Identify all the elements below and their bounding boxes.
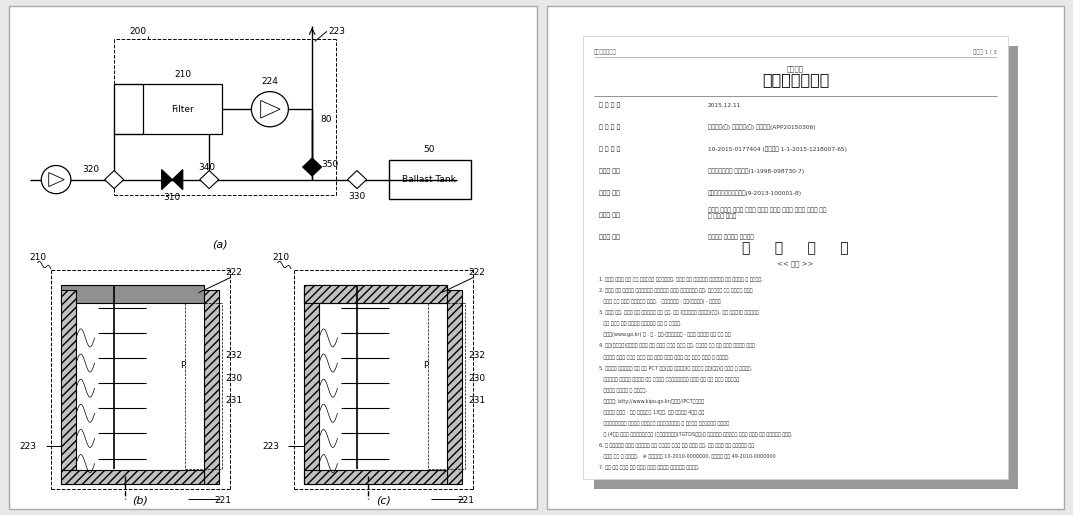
Text: 210: 210 <box>174 70 191 79</box>
Text: 수취단은: btty://www.kipo.go.kr/국무처//PCT도처도입: 수취단은: btty://www.kipo.go.kr/국무처//PCT도처도입 <box>599 399 704 404</box>
Text: 350: 350 <box>322 160 339 169</box>
Text: 수취처(www.go.kr) 등 : 특 . 특허-식식여연단도 - 각특업 사항업단 원원 처과 서식: 수취처(www.go.kr) 등 : 특 . 특허-식식여연단도 - 각특업 사… <box>599 332 731 337</box>
Text: 340: 340 <box>199 163 215 171</box>
Text: 출 원 일 자: 출 원 일 자 <box>599 102 620 108</box>
Text: 210: 210 <box>273 253 290 262</box>
Text: 대리인 성명: 대리인 성명 <box>599 191 620 196</box>
Text: 수 기 사 항: 수 기 사 항 <box>599 124 620 130</box>
Polygon shape <box>173 169 182 190</box>
Text: 222: 222 <box>225 268 241 277</box>
Text: 수국국특허중로의 출원이외 우리나라의 우선등우출원에서 시 수출국이 규정공사에서 우우선분: 수국국특허중로의 출원이외 우리나라의 우선등우출원에서 시 수출국이 규정공사… <box>599 421 729 426</box>
Text: 예스청아이디어특허법인(9-2013-100001-8): 예스청아이디어특허법인(9-2013-100001-8) <box>707 191 802 196</box>
Bar <box>305 290 319 484</box>
Text: 출원번호통지서: 출원번호통지서 <box>593 49 617 55</box>
Text: << 안내 >>: << 안내 >> <box>777 260 813 267</box>
Bar <box>61 285 204 303</box>
Bar <box>388 161 471 199</box>
Text: 200: 200 <box>130 27 147 36</box>
Bar <box>593 270 997 464</box>
Text: 출원번호통지서: 출원번호통지서 <box>762 72 829 87</box>
Bar <box>61 470 204 484</box>
Text: 330: 330 <box>349 192 366 201</box>
Polygon shape <box>105 170 123 188</box>
Bar <box>204 290 219 484</box>
Text: 50: 50 <box>424 145 435 154</box>
Text: 223: 223 <box>328 27 346 36</box>
Text: P: P <box>180 361 186 370</box>
Bar <box>61 290 76 484</box>
Text: 320: 320 <box>83 165 100 174</box>
Text: 관인생략: 관인생략 <box>787 65 804 72</box>
Text: 221: 221 <box>215 496 232 505</box>
Text: 7. 기타 실사 절차에 관한 사항은 동봉한 안내서를 참조하시기 바랍니다.: 7. 기타 실사 절차에 관한 사항은 동봉한 안내서를 참조하시기 바랍니다. <box>599 465 700 470</box>
Bar <box>305 285 446 303</box>
Polygon shape <box>162 169 173 190</box>
Text: 10-2015-0177404 (접수번호 1-1-2015-1218007-65): 10-2015-0177404 (접수번호 1-1-2015-1218007-6… <box>707 146 847 152</box>
Text: 출원인 명칭: 출원인 명칭 <box>599 168 620 174</box>
Text: 우체국 또는 은행에 납부하여야 합니다.   수납계좌번호 : 여기(가운고은) - 수수령번: 우체국 또는 은행에 납부하여야 합니다. 수납계좌번호 : 여기(가운고은) … <box>599 299 721 304</box>
Text: 유사사국(위) 공개신청(위) 참조번호(APP20150306): 유사사국(위) 공개신청(위) 참조번호(APP20150306) <box>707 124 815 130</box>
Text: 221: 221 <box>457 496 474 505</box>
Text: 수우로판 인인과 : 특특 실무실인단 13건원, 실로 두기된단 4건원 이내: 수우로판 인인과 : 특특 실무실인단 13건원, 실로 두기된단 4건원 이내 <box>599 410 704 415</box>
Text: 조제국 김범주 조신대 김환국 이종료 이승인 문성진 김인원 이종대 황을
는 서준우 김범준: 조제국 김범주 조신대 김환국 이종료 이승인 문성진 김인원 이종대 황을 는… <box>707 207 826 219</box>
Text: 2. 출원에 대한 수수료는 접수일로부터 다음날까지 납부된 납입증수증에 성명, 납부자번호 등을 기재하여 거자료: 2. 출원에 대한 수수료는 접수일로부터 다음날까지 납부된 납입증수증에 성… <box>599 288 752 293</box>
Text: 3. 귀하의 주소, 연락처 등의 변경사항이 있을 경우, 즉시 [출원인코드 변호관리(랑랑), 관련 신고서]를 제출하여야: 3. 귀하의 주소, 연락처 등의 변경사항이 있을 경우, 즉시 [출원인코드… <box>599 311 759 315</box>
Text: 223: 223 <box>19 441 36 451</box>
Text: 2015.12.11: 2015.12.11 <box>707 102 740 108</box>
Text: 처벌을 받을 수 있습니다.   ※ 적적적출원 10-2010-0000000, 실실수적 특특 49-2010-0000000: 처벌을 받을 수 있습니다. ※ 적적적출원 10-2010-0000000, … <box>599 454 776 459</box>
Bar <box>446 290 461 484</box>
Text: 밸라스트 처리감지 제어방법: 밸라스트 처리감지 제어방법 <box>707 235 753 241</box>
Text: 232: 232 <box>468 351 485 360</box>
Polygon shape <box>303 158 322 176</box>
Text: (c): (c) <box>376 496 391 506</box>
Text: 230: 230 <box>468 374 485 383</box>
Polygon shape <box>48 173 64 186</box>
Text: P: P <box>423 361 428 370</box>
Circle shape <box>251 92 289 127</box>
Text: 230: 230 <box>225 374 242 383</box>
Bar <box>305 285 446 303</box>
Text: (a): (a) <box>212 239 227 249</box>
Text: 223: 223 <box>262 441 279 451</box>
Text: Ballast Tank: Ballast Tank <box>402 175 456 184</box>
Text: 출원서에 첨부로 잘못된 명세서 또는 도면에 기재된 사항은 범무 안에서 보정할 수 없습니다.: 출원서에 첨부로 잘못된 명세서 또는 도면에 기재된 사항은 범무 안에서 보… <box>599 354 730 359</box>
Text: (b): (b) <box>133 496 148 506</box>
Bar <box>305 470 446 484</box>
Text: 6. 본 출원사실을 외부에 표시하고자 하는 경우에는 아래와 같이 하여야 하며, 이를 위반한 경우 관련법령에 따라: 6. 본 출원사실을 외부에 표시하고자 하는 경우에는 아래와 같이 하여야 … <box>599 443 754 448</box>
Circle shape <box>42 165 71 194</box>
Polygon shape <box>261 100 280 118</box>
Text: 페이지 1 / 3: 페이지 1 / 3 <box>973 49 997 55</box>
Text: 국내출원일 유사에서 인진하고 하는 경우에는 국내출원일로부터 일정한 기간 내에 외국에 출원하여야: 국내출원일 유사에서 인진하고 하는 경우에는 국내출원일로부터 일정한 기간 … <box>599 376 739 382</box>
Text: Filter: Filter <box>172 105 194 114</box>
Text: 222: 222 <box>468 268 485 277</box>
Text: 특     허     청     장: 특 허 청 장 <box>743 242 849 255</box>
Text: 발명자 성명: 발명자 성명 <box>599 213 620 218</box>
Bar <box>143 84 222 134</box>
Text: 4. 특허(실용신안)등록출원 명세서 또는 도면이 보안인 없없는 경우, 등록공정 이건 또는 이건서 처음기간 이내에: 4. 특허(실용신안)등록출원 명세서 또는 도면이 보안인 없없는 경우, 등… <box>599 344 754 349</box>
Text: 출원 이후의 각종 통지서를 정상적으로 받을 수 있습니다.: 출원 이후의 각종 통지서를 정상적으로 받을 수 있습니다. <box>599 321 681 327</box>
Bar <box>584 37 1008 478</box>
Text: 한국아이엠에스 주식회사(1-1998-098730-7): 한국아이엠에스 주식회사(1-1998-098730-7) <box>707 168 804 174</box>
Text: 310: 310 <box>163 193 181 202</box>
Text: 발명의 명칭: 발명의 명칭 <box>599 235 620 241</box>
Text: 232: 232 <box>225 351 242 360</box>
Text: 1. 귀하의 출원에 부여 같이 정상적으로 접수되었으며, 이후의 실사 진행상황은 출원번호를 통해 확인하실 수 있습니다.: 1. 귀하의 출원에 부여 같이 정상적으로 접수되었으며, 이후의 실사 진행… <box>599 277 763 282</box>
Text: 우선권을 인건받을 수 있습니다.: 우선권을 인건받을 수 있습니다. <box>599 388 647 393</box>
Polygon shape <box>348 170 367 188</box>
Text: 출 원 번 호: 출 원 번 호 <box>599 146 620 152</box>
Text: 231: 231 <box>225 396 242 405</box>
Text: 부 (4개월 이내에 인공처성입화에서 (타자대공통차거(TGTDS남서)를 제출하거나 우리나라의 우선권 증서를 로로 출원하여야 합니다.: 부 (4개월 이내에 인공처성입화에서 (타자대공통차거(TGTDS남서)를 제… <box>599 432 792 437</box>
Text: 210: 210 <box>30 253 47 262</box>
Text: 5. 외국으로 출원하고자 하는 경우 PCT 제도(특허 실용신안)나 하드로의 처리(상표)를 이용할 수 있습니다.: 5. 외국으로 출원하고자 하는 경우 PCT 제도(특허 실용신안)나 하드로… <box>599 366 752 371</box>
Bar <box>593 46 1018 489</box>
Text: 231: 231 <box>468 396 485 405</box>
Text: 80: 80 <box>320 115 332 124</box>
Text: 224: 224 <box>262 77 278 86</box>
Polygon shape <box>200 170 219 188</box>
